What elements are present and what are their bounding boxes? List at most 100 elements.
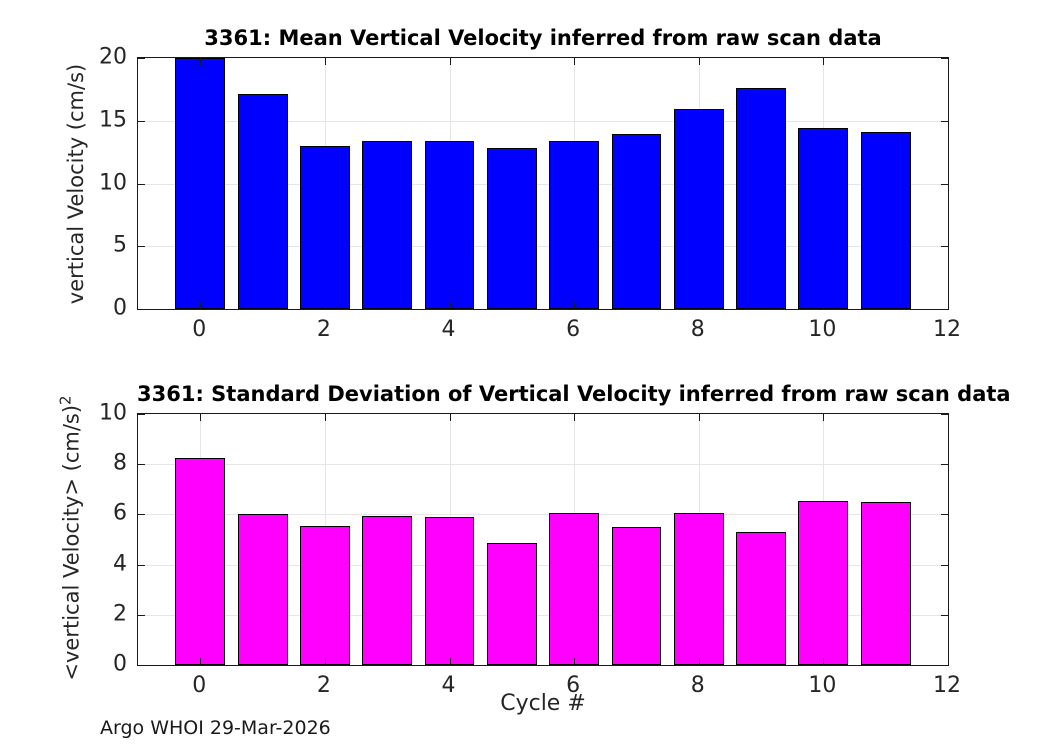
- x-tick-mark: [698, 302, 700, 309]
- gridline-horizontal: [138, 464, 948, 466]
- gridline-vertical: [324, 414, 326, 665]
- x-tick-label: 4: [441, 317, 456, 342]
- y-tick-label: 15: [99, 107, 127, 133]
- y-tick-mark: [941, 614, 948, 616]
- x-tick-mark: [823, 58, 825, 65]
- x-tick-label: 8: [690, 673, 705, 698]
- y-tick-label: 20: [99, 44, 127, 70]
- gridline-horizontal: [138, 246, 948, 248]
- bar: [300, 146, 350, 309]
- plot-area: [137, 413, 949, 666]
- x-tick-mark: [574, 658, 576, 665]
- gridline-horizontal: [138, 614, 948, 616]
- x-tick-label: 2: [316, 673, 331, 698]
- y-tick-label: 6: [113, 500, 127, 526]
- bar: [673, 109, 724, 309]
- x-tick-mark: [324, 414, 326, 421]
- y-tick-label: 5: [113, 232, 127, 258]
- y-axis-label-text: <vertical Velocity> (cm/s): [59, 404, 84, 681]
- bar: [736, 88, 786, 309]
- footer-annotation: Argo WHOI 29-Mar-2026: [100, 717, 331, 739]
- y-axis-label: <vertical Velocity> (cm/s)2: [57, 395, 84, 680]
- x-tick-mark: [948, 58, 949, 65]
- bar: [549, 140, 600, 309]
- gridline-vertical: [698, 414, 700, 665]
- y-axis-label-text: vertical Velocity (cm/s): [64, 63, 88, 305]
- y-tick-mark: [138, 464, 145, 466]
- x-tick-label: 6: [566, 317, 581, 342]
- bar: [798, 128, 849, 309]
- x-tick-mark: [948, 414, 949, 421]
- y-tick-mark: [138, 120, 145, 122]
- y-tick-mark: [138, 183, 145, 185]
- bar: [486, 147, 537, 309]
- x-tick-mark: [449, 302, 451, 309]
- x-tick-mark: [698, 58, 700, 65]
- x-tick-mark: [449, 58, 451, 65]
- x-tick-mark: [823, 414, 825, 421]
- y-tick-mark: [138, 58, 145, 59]
- bar: [424, 141, 475, 309]
- x-tick-mark: [449, 414, 451, 421]
- y-axis-label-superscript: 2: [56, 395, 75, 405]
- x-tick-mark: [698, 658, 700, 665]
- x-tick-mark: [823, 658, 825, 665]
- y-tick-label: 4: [113, 551, 127, 577]
- bar: [300, 525, 350, 665]
- bar: [486, 543, 537, 665]
- y-tick-mark: [138, 614, 145, 616]
- gridline-vertical: [449, 58, 451, 309]
- bar: [237, 94, 288, 309]
- gridline-vertical: [449, 414, 451, 665]
- bar: [860, 132, 911, 309]
- x-tick-mark: [200, 302, 202, 309]
- x-tick-label: 12: [933, 317, 961, 342]
- bar: [424, 516, 475, 665]
- x-tick-mark: [948, 658, 949, 665]
- bar: [611, 526, 662, 665]
- y-tick-label: 0: [113, 651, 127, 677]
- x-tick-label: 0: [192, 317, 207, 342]
- x-tick-mark: [449, 658, 451, 665]
- gridline-vertical: [200, 414, 202, 665]
- y-tick-mark: [941, 414, 948, 415]
- y-tick-mark: [941, 464, 948, 466]
- bar: [175, 58, 226, 309]
- x-tick-label: 4: [441, 673, 456, 698]
- y-tick-mark: [138, 246, 145, 248]
- x-tick-label: 2: [316, 317, 331, 342]
- bar: [736, 531, 786, 665]
- y-tick-mark: [941, 183, 948, 185]
- chart-title: 3361: Mean Vertical Velocity inferred fr…: [204, 26, 882, 50]
- x-tick-mark: [948, 302, 949, 309]
- x-tick-label: 0: [192, 673, 207, 698]
- y-tick-label: 0: [113, 295, 127, 321]
- y-tick-mark: [138, 414, 145, 415]
- bar: [362, 515, 413, 665]
- gridline-horizontal: [138, 120, 948, 122]
- y-tick-mark: [941, 120, 948, 122]
- y-tick-label: 10: [99, 170, 127, 195]
- y-axis-label: vertical Velocity (cm/s): [64, 64, 88, 304]
- y-tick-mark: [941, 58, 948, 59]
- bar: [549, 513, 600, 665]
- gridline-vertical: [698, 58, 700, 309]
- bar: [673, 513, 724, 665]
- x-tick-mark: [324, 302, 326, 309]
- bar: [860, 501, 911, 665]
- gridline-vertical: [574, 414, 576, 665]
- bar: [175, 457, 226, 665]
- x-tick-mark: [823, 302, 825, 309]
- gridline-horizontal: [138, 564, 948, 566]
- y-tick-label: 8: [113, 450, 127, 476]
- x-tick-label: 6: [566, 673, 581, 698]
- gridline-vertical: [574, 58, 576, 309]
- chart-title: 3361: Standard Deviation of Vertical Vel…: [137, 382, 1011, 406]
- bar: [611, 133, 662, 309]
- x-tick-mark: [574, 302, 576, 309]
- x-tick-label: 8: [690, 317, 705, 342]
- y-tick-mark: [138, 514, 145, 516]
- gridline-vertical: [823, 58, 825, 309]
